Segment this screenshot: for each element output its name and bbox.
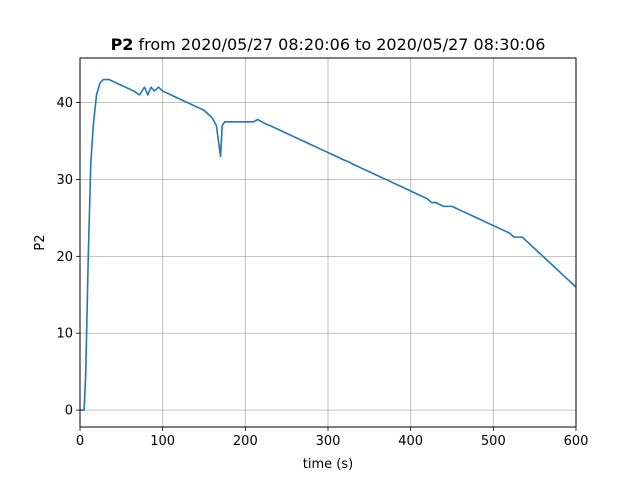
- x-tick-label: 0: [76, 434, 84, 449]
- y-tick-label: 30: [56, 173, 73, 188]
- y-axis: 0 10 20 30 40: [56, 96, 80, 419]
- series-line-0: [80, 78, 577, 411]
- series-group: [80, 78, 577, 411]
- chart-title-rest: from 2020/05/27 08:20:06 to 2020/05/27 0…: [133, 35, 545, 54]
- x-tick-label: 600: [564, 434, 589, 449]
- x-tick-label: 100: [150, 434, 175, 449]
- chart-title: P2 from 2020/05/27 08:20:06 to 2020/05/2…: [111, 35, 546, 54]
- y-tick-label: 10: [56, 327, 73, 342]
- y-tick-label: 40: [56, 96, 73, 111]
- x-axis-label: time (s): [303, 457, 353, 472]
- y-axis-label: P2: [33, 234, 48, 250]
- y-tick-label: 0: [65, 404, 73, 419]
- x-tick-label: 200: [233, 434, 258, 449]
- x-tick-label: 400: [398, 434, 423, 449]
- y-tick-label: 20: [56, 250, 73, 265]
- x-axis: 0 100 200 300 400 500 600: [76, 427, 589, 449]
- x-tick-label: 500: [481, 434, 506, 449]
- grid: [79, 58, 577, 427]
- chart-title-bold: P2: [111, 35, 134, 54]
- x-tick-label: 300: [316, 434, 341, 449]
